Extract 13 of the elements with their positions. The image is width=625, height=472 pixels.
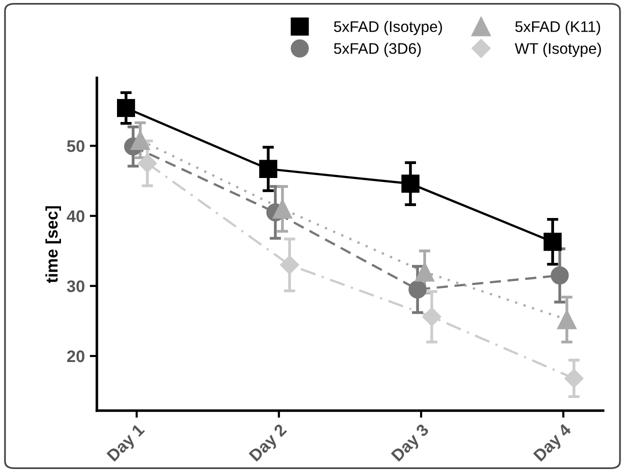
y-tick-label: 30: [66, 280, 84, 292]
y-tick-label: 50: [67, 140, 84, 152]
legend-label: 5xFAD (K11): [515, 20, 600, 36]
x-tick-label: Day 2: [248, 423, 290, 464]
x-tick-label: Day 3: [390, 423, 432, 464]
y-tick-label: 40: [66, 210, 84, 222]
y-tick-label: 20: [67, 350, 84, 362]
legend-label: 5xFAD (3D6): [334, 42, 421, 57]
legend-label: WT (Isotype): [514, 42, 601, 57]
x-tick-label: Day 4: [533, 422, 574, 464]
legend-label: 5xFAD (Isotype): [334, 20, 442, 36]
y-axis-title: time [sec]: [45, 206, 61, 283]
x-tick-label: Day 1: [106, 423, 148, 464]
